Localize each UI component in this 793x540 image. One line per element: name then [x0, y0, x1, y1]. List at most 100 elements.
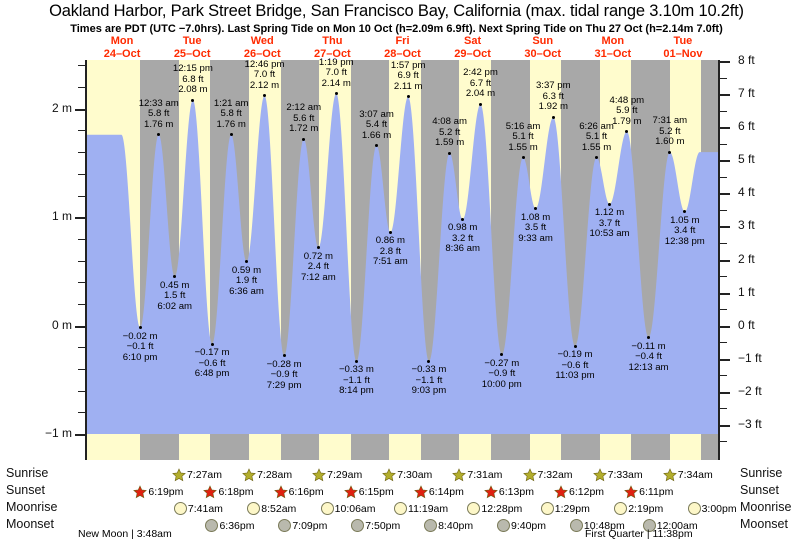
- date-header-3: Thu 27–Oct: [297, 35, 367, 61]
- day-date: 26–Oct: [243, 48, 281, 60]
- tide-label-line-0: −0.02 m: [122, 330, 158, 342]
- tide-extreme-label-12: −0.33 m −1.1 ft 8:14 pm: [318, 365, 394, 397]
- tide-label-line-0: −0.19 m: [557, 349, 593, 361]
- astro-row-label-sunrise-right: Sunrise: [740, 466, 783, 480]
- tide-label-line-0: −0.28 m: [266, 358, 302, 370]
- tide-label-line-2: 6:02 am: [157, 300, 193, 312]
- right-axis-label-9: −1 ft: [738, 350, 762, 365]
- tide-label-line-1: −1.1 ft: [415, 374, 443, 386]
- astro-row-label-moonrise-right: Moonrise: [740, 500, 792, 514]
- tide-label-line-2: 1.92 m: [538, 101, 568, 113]
- right-axis-label-3: 5 ft: [738, 152, 755, 167]
- tide-extreme-label-25: 6:26 am 5.1 ft 1.55 m: [559, 121, 635, 154]
- tide-label-line-2: 7:29 pm: [266, 379, 302, 391]
- sunrise-star-icon: [242, 468, 256, 482]
- moonset-circle-icon: [496, 519, 510, 532]
- tide-label-line-1: −0.1 ft: [126, 341, 154, 353]
- tide-extreme-dot-17: [448, 151, 452, 155]
- tide-label-line-1: 5.8 ft: [220, 108, 242, 120]
- astro-time: 6:18pm: [218, 486, 254, 498]
- tide-label-line-0: 4:08 am: [432, 116, 467, 128]
- tide-label-line-0: −0.27 m: [484, 357, 520, 369]
- tide-label-line-0: 12:33 am: [138, 97, 179, 109]
- tide-label-line-0: 2:42 pm: [463, 67, 498, 79]
- astro-time: 7:30am: [397, 469, 433, 481]
- tide-extreme-dot-15: [406, 95, 410, 99]
- sunrise-star-icon: [662, 468, 677, 482]
- right-tick: [720, 342, 727, 344]
- day-of-week: Sun: [532, 35, 554, 47]
- astro-time: 7:28am: [257, 469, 293, 481]
- tide-extreme-label-18: 0.98 m 3.2 ft 8:36 am: [425, 223, 501, 255]
- left-tick: [78, 282, 85, 284]
- sunrise-star-icon: [312, 468, 327, 482]
- astro-sunset-5: 6:13pm: [484, 485, 534, 499]
- left-tick: [78, 152, 85, 154]
- tide-label-line-2: 6:10 pm: [122, 351, 158, 363]
- right-tick: [720, 309, 727, 311]
- left-major-tick-0: [75, 108, 85, 111]
- right-major-tick-10: [720, 391, 730, 394]
- tide-label-line-0: 12:15 pm: [172, 63, 213, 75]
- tide-extreme-label-5: 1:21 am 5.8 ft 1.76 m: [193, 98, 269, 131]
- tide-extreme-label-11: 1:19 pm 7.0 ft 2.14 m: [298, 57, 374, 90]
- astro-moonrise-7: 3:00pm: [687, 502, 737, 515]
- tide-extreme-dot-21: [521, 156, 525, 160]
- right-axis-label-0: 8 ft: [738, 53, 755, 68]
- night-strip-7: [631, 434, 670, 460]
- right-major-tick-9: [720, 358, 730, 361]
- tide-chart-plot: [87, 60, 718, 434]
- left-axis-label-0: 2 m: [51, 100, 72, 115]
- sunrise-star-icon: [522, 468, 537, 482]
- right-major-tick-2: [720, 127, 730, 130]
- left-tick: [78, 260, 85, 262]
- tide-extreme-label-21: 5:16 am 5.1 ft 1.55 m: [485, 121, 561, 154]
- left-major-tick-2: [75, 325, 85, 328]
- tide-extreme-dot-29: [668, 150, 672, 154]
- astro-moonset-5: 10:48pm: [569, 519, 625, 532]
- right-major-tick-5: [720, 226, 730, 229]
- date-header-5: Sat 29–Oct: [438, 35, 508, 61]
- day-date: 25–Oct: [173, 48, 211, 60]
- tide-label-line-2: 6:36 am: [229, 285, 264, 297]
- tide-label-line-0: 0.59 m: [231, 264, 262, 276]
- astro-time: 7:33am: [607, 469, 643, 481]
- day-of-week: Sat: [464, 35, 482, 47]
- tide-label-line-1: 3.5 ft: [524, 222, 547, 234]
- tide-label-line-2: 7:12 am: [301, 271, 336, 283]
- sunset-star-icon: [413, 485, 428, 499]
- astro-time: 7:34am: [677, 469, 713, 481]
- tide-label-line-2: 1.66 m: [361, 129, 392, 141]
- tide-extreme-dot-8: [282, 354, 286, 358]
- tide-label-line-2: 1.60 m: [655, 136, 685, 148]
- left-axis-label-2: 0 m: [51, 317, 72, 332]
- astro-moonset-1: 7:09pm: [278, 519, 327, 532]
- astro-time: 7:32am: [537, 469, 573, 481]
- right-tick: [720, 209, 727, 211]
- right-tick: [720, 276, 727, 278]
- astro-row-label-moonrise-left: Moonrise: [6, 500, 58, 514]
- astro-sunset-7: 6:11pm: [624, 485, 673, 499]
- day-date: 28–Oct: [384, 48, 421, 60]
- tide-label-line-0: −0.33 m: [338, 364, 374, 376]
- astro-row-label-sunset-right: Sunset: [740, 483, 779, 497]
- astro-sunset-0: 6:19pm: [133, 485, 183, 499]
- tide-extreme-label-27: 4:48 pm 5.9 ft 1.79 m: [589, 95, 665, 128]
- moonset-circle-icon: [351, 519, 365, 532]
- moonrise-circle-icon: [320, 502, 334, 515]
- right-tick: [720, 408, 727, 410]
- tide-label-line-1: 6.9 ft: [397, 70, 419, 82]
- right-axis-line: [718, 60, 720, 460]
- right-axis-label-4: 4 ft: [738, 185, 755, 200]
- astro-row-label-moonset-left: Moonset: [6, 517, 54, 531]
- right-major-tick-0: [720, 61, 730, 64]
- day-of-week: Tue: [673, 35, 693, 47]
- astro-time: 7:41am: [187, 502, 223, 515]
- astro-moonrise-5: 1:29pm: [540, 502, 590, 515]
- astro-time: 6:15pm: [358, 486, 394, 498]
- astro-moonrise-0: 7:41am: [173, 502, 223, 515]
- tide-label-line-0: 0.72 m: [303, 250, 334, 262]
- tide-extreme-dot-27: [625, 130, 629, 134]
- tide-extreme-label-13: 3:07 am 5.4 ft 1.66 m: [339, 109, 415, 142]
- tide-extreme-label-7: 12:46 pm 7.0 ft 2.12 m: [227, 59, 303, 92]
